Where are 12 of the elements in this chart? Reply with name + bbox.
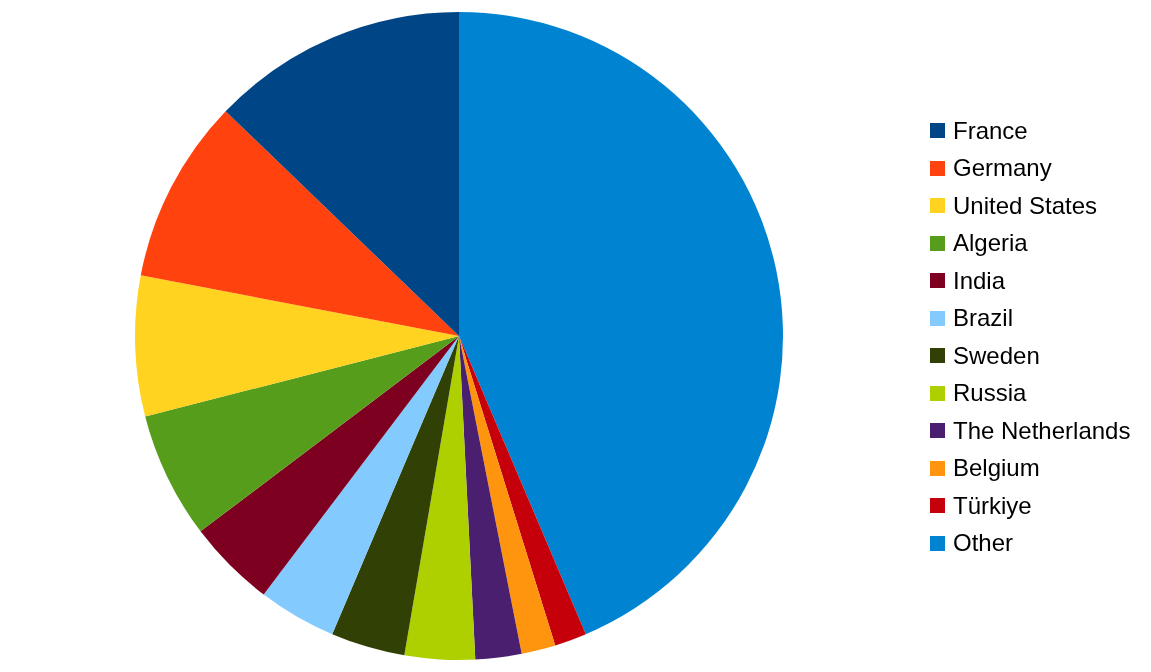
legend-label: United States xyxy=(953,191,1098,220)
legend-label: The Netherlands xyxy=(953,416,1131,445)
legend-label: Algeria xyxy=(953,229,1028,258)
legend-label: Belgium xyxy=(953,454,1040,483)
legend-label: Brazil xyxy=(953,304,1014,333)
legend-label: India xyxy=(953,266,1006,295)
legend-label: Germany xyxy=(953,154,1052,183)
legend-label: Russia xyxy=(953,379,1027,408)
legend-label: Türkiye xyxy=(953,491,1032,520)
legend-label: France xyxy=(953,116,1028,145)
legend-label: Sweden xyxy=(953,341,1040,370)
legend-label: Other xyxy=(953,529,1014,558)
